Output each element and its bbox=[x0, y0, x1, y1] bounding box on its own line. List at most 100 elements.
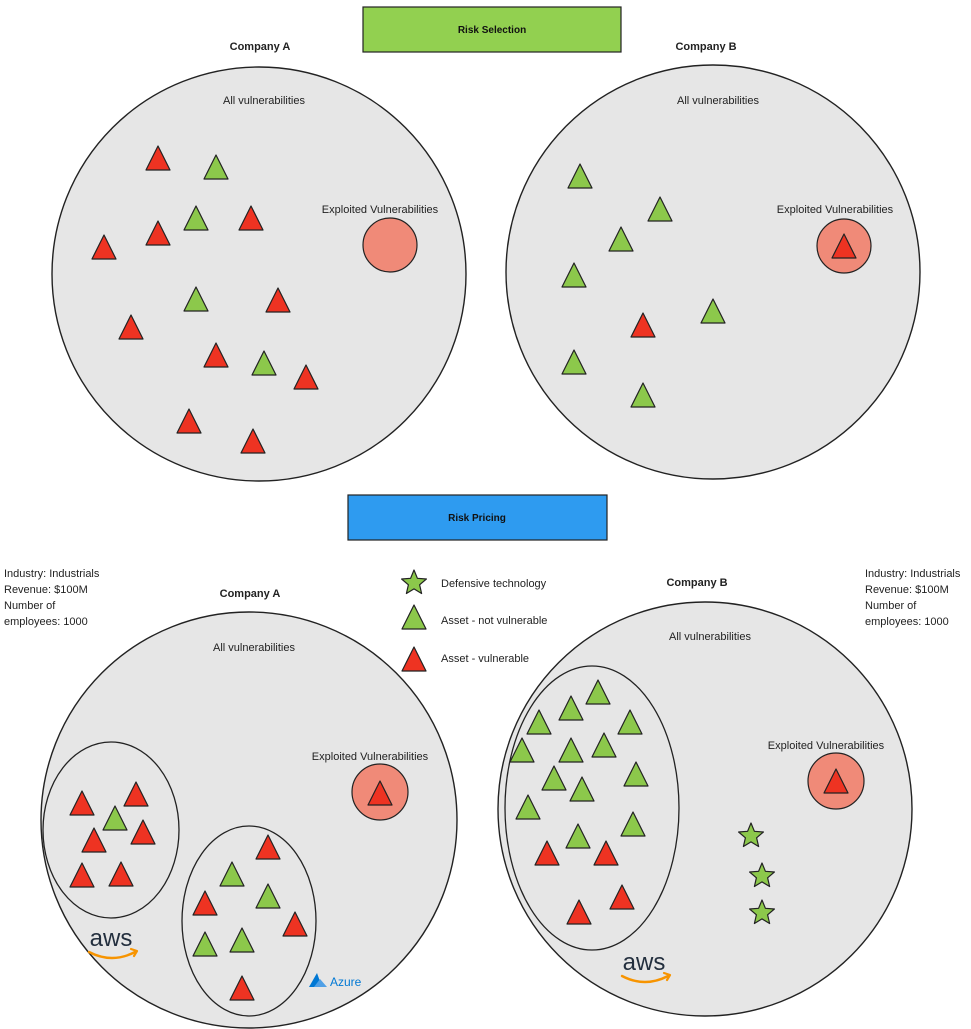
vulnerable-asset-icon bbox=[69, 862, 95, 888]
exploited-vulnerabilities-label: Exploited Vulnerabilities bbox=[312, 751, 429, 763]
exploited-vulnerabilities-label: Exploited Vulnerabilities bbox=[322, 204, 439, 216]
not-vulnerable-asset-icon bbox=[608, 226, 634, 252]
not-vulnerable-asset-icon bbox=[558, 737, 584, 763]
bottom-company-a: Company A All vulnerabilities Exploited … bbox=[40, 588, 458, 1029]
company-b-title: Company B bbox=[666, 577, 727, 589]
vulnerable-asset-icon bbox=[534, 840, 560, 866]
company-a-title: Company A bbox=[220, 588, 281, 600]
vulnerable-asset-icon bbox=[69, 790, 95, 816]
vulnerable-asset-icon bbox=[255, 834, 281, 860]
defensive-technology-icon bbox=[748, 899, 776, 925]
vulnerable-asset-icon bbox=[282, 911, 308, 937]
bottom-company-b: Company B All vulnerabilities Exploited … bbox=[497, 577, 913, 1017]
top-company-a: Company A All vulnerabilities Exploited … bbox=[51, 41, 467, 482]
not-vulnerable-asset-icon bbox=[617, 709, 643, 735]
vulnerable-asset-icon bbox=[293, 364, 319, 390]
vulnerable-asset-icon bbox=[240, 428, 266, 454]
vulnerable-asset-icon bbox=[609, 884, 635, 910]
not-vulnerable-asset-icon bbox=[192, 931, 218, 957]
company-a-info: Industry: Industrials Revenue: $100M Num… bbox=[4, 568, 102, 628]
aws-smile-icon bbox=[620, 974, 670, 984]
vulnerable-asset-icon bbox=[192, 890, 218, 916]
not-vulnerable-asset-icon bbox=[203, 154, 229, 180]
legend-vulnerable-icon bbox=[401, 646, 427, 672]
vulnerable-asset-icon bbox=[229, 975, 255, 1001]
legend-not-vulnerable-icon bbox=[401, 604, 427, 630]
aws-logo-text: aws bbox=[90, 925, 133, 952]
legend-not-vulnerable-label: Asset - not vulnerable bbox=[441, 615, 547, 627]
not-vulnerable-asset-icon bbox=[630, 382, 656, 408]
not-vulnerable-asset-icon bbox=[541, 765, 567, 791]
legend-defensive-label: Defensive technology bbox=[441, 578, 547, 590]
vulnerable-asset-icon bbox=[91, 234, 117, 260]
risk-pricing-bar: Risk Pricing bbox=[347, 494, 608, 541]
vulnerable-asset-icon bbox=[203, 342, 229, 368]
exploited-vulnerabilities-label: Exploited Vulnerabilities bbox=[768, 740, 885, 752]
not-vulnerable-asset-icon bbox=[515, 794, 541, 820]
company-b-info: Industry: Industrials Revenue: $100M Num… bbox=[865, 568, 963, 628]
not-vulnerable-asset-icon bbox=[561, 262, 587, 288]
not-vulnerable-asset-icon bbox=[561, 349, 587, 375]
all-vulnerabilities-circle bbox=[505, 64, 921, 480]
aws-smile-icon bbox=[87, 950, 137, 960]
not-vulnerable-asset-icon bbox=[229, 927, 255, 953]
not-vulnerable-asset-icon bbox=[591, 732, 617, 758]
not-vulnerable-asset-icon bbox=[569, 776, 595, 802]
not-vulnerable-asset-icon bbox=[509, 737, 535, 763]
company-b-title: Company B bbox=[675, 41, 736, 53]
all-vulnerabilities-label: All vulnerabilities bbox=[223, 95, 305, 107]
azure-cluster-ellipse bbox=[181, 825, 317, 1017]
risk-selection-bar: Risk Selection bbox=[362, 6, 622, 53]
defensive-technology-icon bbox=[748, 862, 776, 888]
legend-defensive-icon bbox=[401, 569, 427, 595]
vulnerable-asset-icon bbox=[367, 780, 393, 806]
not-vulnerable-asset-icon bbox=[647, 196, 673, 222]
not-vulnerable-asset-icon bbox=[251, 350, 277, 376]
exploited-vulnerabilities-label: Exploited Vulnerabilities bbox=[777, 204, 894, 216]
vulnerable-asset-icon bbox=[238, 205, 264, 231]
vulnerable-asset-icon bbox=[118, 314, 144, 340]
risk-selection-label: Risk Selection bbox=[458, 25, 526, 36]
all-vulnerabilities-label: All vulnerabilities bbox=[669, 631, 751, 643]
not-vulnerable-asset-icon bbox=[558, 695, 584, 721]
top-company-b: Company B All vulnerabilities Exploited … bbox=[505, 41, 921, 480]
legend-vulnerable-label: Asset - vulnerable bbox=[441, 653, 529, 665]
not-vulnerable-asset-icon bbox=[620, 811, 646, 837]
not-vulnerable-asset-icon bbox=[183, 286, 209, 312]
vulnerable-asset-icon bbox=[823, 768, 849, 794]
vulnerable-asset-icon bbox=[265, 287, 291, 313]
risk-pricing-label: Risk Pricing bbox=[448, 513, 506, 524]
not-vulnerable-asset-icon bbox=[623, 761, 649, 787]
not-vulnerable-asset-icon bbox=[183, 205, 209, 231]
not-vulnerable-asset-icon bbox=[565, 823, 591, 849]
not-vulnerable-asset-icon bbox=[102, 805, 128, 831]
all-vulnerabilities-circle bbox=[40, 611, 458, 1029]
vulnerable-asset-icon bbox=[130, 819, 156, 845]
aws-cluster-ellipse bbox=[42, 741, 180, 919]
company-a-title: Company A bbox=[230, 41, 291, 53]
all-vulnerabilities-label: All vulnerabilities bbox=[213, 642, 295, 654]
aws-cluster-ellipse bbox=[504, 665, 680, 951]
not-vulnerable-asset-icon bbox=[585, 679, 611, 705]
not-vulnerable-asset-icon bbox=[700, 298, 726, 324]
not-vulnerable-asset-icon bbox=[567, 163, 593, 189]
vulnerable-asset-icon bbox=[831, 233, 857, 259]
vulnerable-asset-icon bbox=[176, 408, 202, 434]
exploited-vulnerabilities-circle bbox=[362, 217, 418, 273]
aws-logo: aws bbox=[87, 925, 139, 960]
vulnerable-asset-icon bbox=[593, 840, 619, 866]
aws-logo: aws bbox=[620, 949, 672, 984]
legend: Defensive technology Asset - not vulnera… bbox=[401, 569, 547, 672]
all-vulnerabilities-label: All vulnerabilities bbox=[677, 95, 759, 107]
vulnerable-asset-icon bbox=[630, 312, 656, 338]
vulnerable-asset-icon bbox=[566, 899, 592, 925]
not-vulnerable-asset-icon bbox=[219, 861, 245, 887]
vulnerable-asset-icon bbox=[145, 145, 171, 171]
vulnerable-asset-icon bbox=[145, 220, 171, 246]
vulnerable-asset-icon bbox=[81, 827, 107, 853]
aws-logo-text: aws bbox=[623, 949, 666, 976]
not-vulnerable-asset-icon bbox=[255, 883, 281, 909]
vulnerable-asset-icon bbox=[108, 861, 134, 887]
all-vulnerabilities-circle bbox=[497, 601, 913, 1017]
